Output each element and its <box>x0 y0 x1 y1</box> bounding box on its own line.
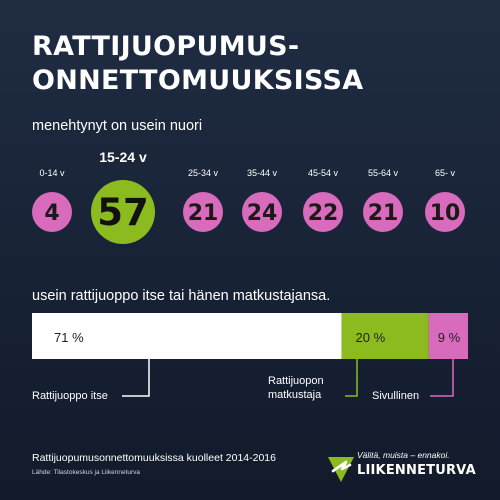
age-group-label: 45-54 v <box>308 168 339 178</box>
age-subtitle: menehtynyt on usein nuori <box>32 118 203 134</box>
share-connector-line <box>122 359 150 397</box>
share-category-label: Rattijuoppo itse <box>32 390 108 402</box>
age-bubble <box>303 192 343 232</box>
age-group-label: 65- v <box>435 168 456 178</box>
share-value-label: 9 % <box>438 330 461 345</box>
age-group-label: 15-24 v <box>99 149 147 165</box>
age-bubble <box>425 192 465 232</box>
share-segment <box>32 313 342 359</box>
age-group-label: 35-44 v <box>247 168 278 178</box>
age-value-label: 57 <box>97 191 149 234</box>
age-bubble <box>363 192 403 232</box>
age-value-label: 21 <box>188 201 219 226</box>
share-category-label: Rattijuopon matkustaja <box>268 375 324 401</box>
share-subtitle: usein rattijuoppo itse tai hänen matkust… <box>32 288 331 304</box>
title-line-2: ONNETTOMUUKSISSA <box>32 65 364 96</box>
title-line-1: RATTIJUOPUMUS- <box>32 31 300 62</box>
age-bubble <box>183 192 223 232</box>
share-segment <box>428 313 468 359</box>
share-stacked-bar-chart: 71 % 20 % 9 % Rattijuoppo itse Rattijuopon ma… <box>32 313 468 402</box>
share-connector-line <box>430 359 454 397</box>
age-group-label: 25-34 v <box>188 168 219 178</box>
liikenneturva-logo-icon <box>328 457 354 482</box>
age-group-label: 0-14 v <box>39 168 65 178</box>
share-connector-line <box>345 359 358 397</box>
age-value-label: 4 <box>44 201 59 226</box>
share-value-label: 20 % <box>356 330 386 345</box>
source-note: Lähde: Tilastokeskus ja Liikenneturva <box>32 469 141 476</box>
age-bubble-chart: 0-14 v 4 15-24 v 57 25-34 v 21 35-44 v 24 45-54 … <box>32 149 465 244</box>
age-bubble <box>91 180 155 244</box>
share-segment <box>341 313 429 359</box>
logo-name: LIIKENNETURVA <box>357 463 476 478</box>
share-value-label: 71 % <box>54 330 84 345</box>
liikenneturva-logo: Välitä, muista – ennakoi. LIIKENNETURVA <box>327 449 476 489</box>
age-bubble <box>32 192 72 232</box>
share-category-label: Sivullinen <box>372 390 419 402</box>
age-value-label: 24 <box>247 201 278 226</box>
logo-tagline: Välitä, muista – ennakoi. <box>357 450 450 460</box>
age-bubble <box>242 192 282 232</box>
age-group-label: 55-64 v <box>368 168 399 178</box>
page-title: RATTIJUOPUMUS- ONNETTOMUUKSISSA <box>32 30 472 98</box>
footnote: Rattijuopumusonnettomuuksissa kuolleet 2… <box>32 452 276 464</box>
age-value-label: 21 <box>368 201 399 226</box>
age-value-label: 10 <box>430 201 461 226</box>
age-value-label: 22 <box>308 201 339 226</box>
